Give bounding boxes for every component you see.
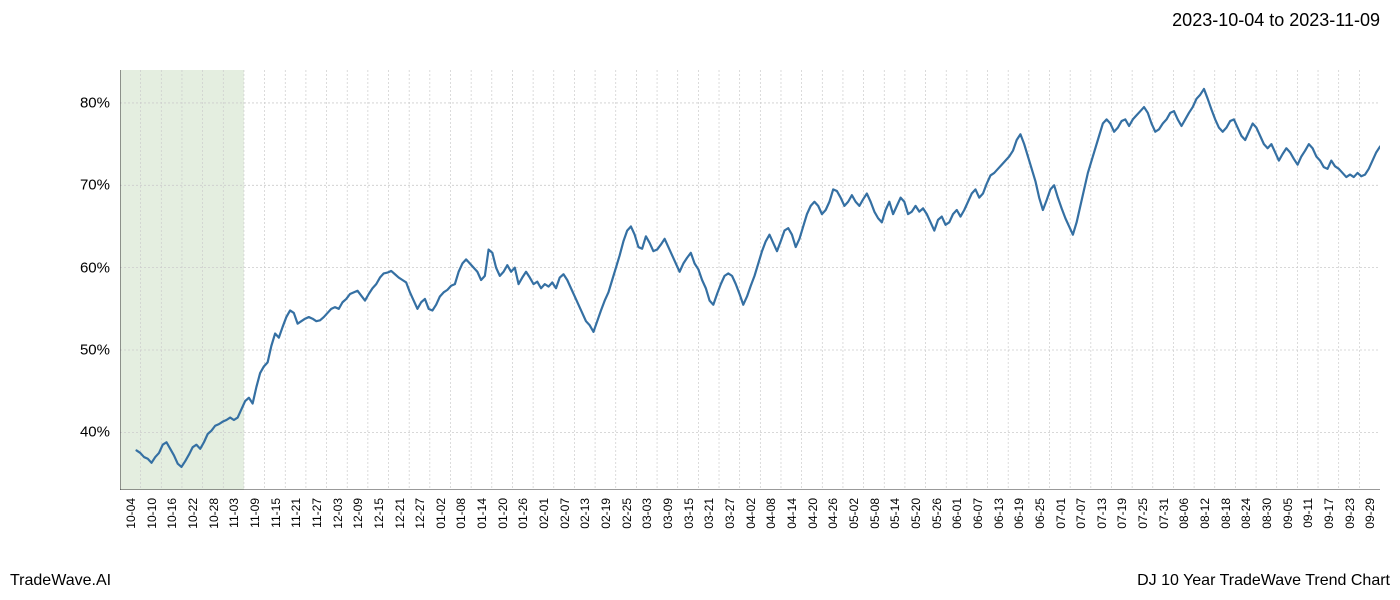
y-tick-label: 70% xyxy=(80,177,110,194)
x-tick-label: 05-02 xyxy=(847,498,861,529)
y-tick-label: 60% xyxy=(80,259,110,276)
x-tick-label: 07-31 xyxy=(1157,498,1171,529)
x-tick-label: 04-08 xyxy=(764,498,778,529)
x-tick-label: 02-13 xyxy=(578,498,592,529)
x-tick-label: 08-30 xyxy=(1260,498,1274,529)
x-tick-label: 07-13 xyxy=(1095,498,1109,529)
y-tick-label: 80% xyxy=(80,94,110,111)
x-tick-label: 10-10 xyxy=(145,498,159,529)
x-tick-label: 07-01 xyxy=(1054,498,1068,529)
y-tick-label: 40% xyxy=(80,424,110,441)
x-tick-label: 06-13 xyxy=(992,498,1006,529)
x-tick-label: 05-14 xyxy=(888,498,902,529)
x-tick-label: 03-27 xyxy=(723,498,737,529)
x-tick-label: 03-03 xyxy=(640,498,654,529)
x-tick-label: 12-03 xyxy=(331,498,345,529)
x-tick-label: 12-27 xyxy=(413,498,427,529)
x-tick-label: 02-19 xyxy=(599,498,613,529)
x-tick-label: 09-11 xyxy=(1301,498,1315,528)
x-tick-label: 10-16 xyxy=(165,498,179,529)
x-tick-label: 11-27 xyxy=(310,498,324,528)
date-range-label: 2023-10-04 to 2023-11-09 xyxy=(1172,10,1380,31)
y-tick-label: 50% xyxy=(80,342,110,359)
footer-brand: TradeWave.AI xyxy=(10,572,111,590)
x-tick-label: 02-07 xyxy=(558,498,572,529)
x-tick-label: 06-07 xyxy=(971,498,985,529)
x-tick-label: 10-04 xyxy=(124,498,138,529)
x-tick-label: 07-19 xyxy=(1115,498,1129,529)
x-tick-label: 10-28 xyxy=(207,498,221,529)
x-tick-label: 05-20 xyxy=(909,498,923,529)
x-tick-label: 06-01 xyxy=(950,498,964,529)
x-tick-label: 07-07 xyxy=(1074,498,1088,529)
x-tick-label: 12-15 xyxy=(372,498,386,529)
x-tick-label: 06-19 xyxy=(1012,498,1026,529)
x-tick-label: 11-03 xyxy=(227,498,241,528)
x-tick-label: 08-12 xyxy=(1198,498,1212,529)
x-tick-label: 03-15 xyxy=(682,498,696,529)
x-tick-label: 02-25 xyxy=(620,498,634,529)
x-tick-label: 03-09 xyxy=(661,498,675,529)
x-tick-label: 09-17 xyxy=(1322,498,1336,529)
x-tick-label: 05-26 xyxy=(930,498,944,529)
x-tick-label: 04-14 xyxy=(785,498,799,529)
x-tick-label: 11-15 xyxy=(269,498,283,528)
trend-chart xyxy=(120,70,1380,490)
x-tick-label: 06-25 xyxy=(1033,498,1047,529)
x-tick-label: 01-14 xyxy=(475,498,489,529)
x-tick-label: 11-21 xyxy=(289,498,303,528)
x-tick-label: 01-08 xyxy=(454,498,468,529)
x-tick-label: 04-20 xyxy=(806,498,820,529)
x-tick-label: 01-26 xyxy=(516,498,530,529)
x-tick-label: 05-08 xyxy=(868,498,882,529)
x-tick-label: 12-09 xyxy=(351,498,365,529)
x-tick-label: 03-21 xyxy=(702,498,716,529)
x-tick-label: 08-06 xyxy=(1177,498,1191,529)
x-tick-label: 09-29 xyxy=(1363,498,1377,529)
x-tick-label: 04-02 xyxy=(744,498,758,529)
x-tick-label: 07-25 xyxy=(1136,498,1150,529)
x-tick-label: 04-26 xyxy=(826,498,840,529)
x-tick-label: 12-21 xyxy=(393,498,407,529)
x-tick-label: 09-23 xyxy=(1343,498,1357,529)
footer-chart-title: DJ 10 Year TradeWave Trend Chart xyxy=(1137,572,1390,590)
x-tick-label: 09-05 xyxy=(1281,498,1295,529)
x-tick-label: 08-18 xyxy=(1219,498,1233,529)
x-tick-label: 02-01 xyxy=(537,498,551,529)
x-tick-label: 01-20 xyxy=(496,498,510,529)
x-tick-label: 10-22 xyxy=(186,498,200,529)
x-tick-label: 08-24 xyxy=(1239,498,1253,529)
x-tick-label: 01-02 xyxy=(434,498,448,529)
x-tick-label: 11-09 xyxy=(248,498,262,528)
